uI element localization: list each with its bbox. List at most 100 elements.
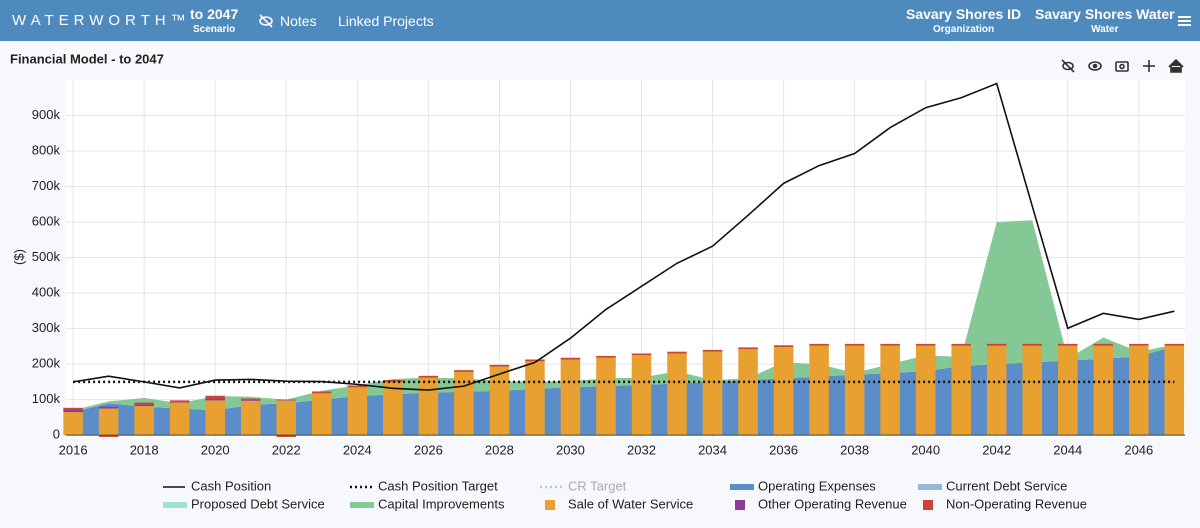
bar [63,412,83,436]
bar [276,400,297,436]
legend-item[interactable]: Cash Position Target [350,478,498,493]
bar [205,395,225,399]
legend-item[interactable]: CR Target [540,478,627,493]
line [72,82,1175,391]
bar [418,375,439,378]
utility-label: Water [1091,24,1119,35]
bar [525,361,545,436]
scenario-label: Scenario [193,24,236,35]
bar [773,347,794,436]
bar [134,404,154,407]
bar [844,345,865,436]
x-tick-label: 2018 [130,442,159,457]
legend-swatch [163,502,187,508]
legend-item[interactable]: Cash Position [163,478,271,493]
legend-swatch [730,484,754,490]
legend-item[interactable]: Current Debt Service [918,478,1067,493]
menu-icon [1178,15,1191,26]
tool-home[interactable] [1168,58,1184,73]
x-tick-label: 2026 [414,442,443,457]
bar [489,366,510,436]
legend-label: Capital Improvements [378,496,505,511]
scenario-name: to 2047 [190,6,239,22]
bar [880,343,900,346]
legend-label: Cash Position [191,478,271,493]
logo[interactable]: WATERWORTH™ [12,0,191,41]
bar [915,345,936,436]
y-tick-label: 200k [32,356,61,371]
bar [773,345,794,348]
bar [98,406,119,409]
legend-item[interactable]: Other Operating Revenue [735,496,907,511]
x-tick-label: 2034 [698,442,727,457]
bar [915,343,936,346]
x-tick-label: 2036 [769,442,798,457]
legend-swatch [545,500,555,510]
bar [560,359,581,436]
menu[interactable] [1178,0,1191,41]
bar [98,408,119,436]
y-tick-label: 100k [32,391,61,406]
legend-label: Non-Operating Revenue [946,496,1087,511]
notes-text: Notes [280,12,317,29]
bar [986,345,1007,436]
legend-label: Proposed Debt Service [191,496,325,511]
legend-item[interactable]: Capital Improvements [350,496,505,511]
x-tick-label: 2020 [201,442,230,457]
bar [702,349,723,352]
bar [1129,343,1149,346]
bar [134,406,154,436]
bar [347,385,368,388]
legend-swatch [350,502,374,508]
y-tick-label: 700k [32,178,61,193]
bar [312,393,332,436]
bar [596,357,616,436]
bar [454,370,474,372]
legend-item[interactable]: Operating Expenses [730,478,876,493]
bar [98,435,119,437]
y-tick-label: 400k [32,285,61,300]
bar [240,399,261,401]
x-tick-label: 2038 [840,442,869,457]
bar [240,400,261,436]
notes[interactable]: Notes [258,0,317,41]
x-tick-label: 2046 [1124,442,1153,457]
bar [169,401,190,403]
legend-swatch [735,500,745,510]
bar [1093,343,1114,346]
bar [596,355,616,358]
tool-hide[interactable] [1061,59,1075,73]
organization[interactable]: Savary Shores ID Organization [906,0,1021,41]
bar [63,409,83,413]
bar [454,371,474,436]
legend-label: Current Debt Service [946,478,1067,493]
legend-item[interactable]: Sale of Water Service [545,496,693,511]
y-tick-label: 800k [32,142,61,157]
bar [738,347,758,350]
legend-item[interactable]: Non-Operating Revenue [923,496,1087,511]
top-bar: WATERWORTH™ to 2047 Scenario Notes Linked… [0,0,1200,41]
toolbar [1061,58,1184,73]
linked-projects[interactable]: Linked Projects [338,0,434,41]
org-name: Savary Shores ID [906,6,1022,22]
tool-view[interactable] [1088,61,1102,71]
scenario[interactable]: to 2047 Scenario [190,0,238,41]
legend-label: Cash Position Target [378,478,498,493]
bar [560,357,581,360]
tool-camera[interactable] [1115,61,1129,72]
bar [169,402,190,436]
bar [1058,343,1078,346]
bar [880,345,900,436]
bar [1022,343,1043,346]
tool-pan[interactable] [1143,60,1155,72]
utility[interactable]: Savary Shores Water Water [1035,0,1175,41]
x-tick-label: 2044 [1053,442,1082,457]
bar [844,343,865,346]
legend-item[interactable]: Proposed Debt Service [163,496,325,511]
y-tick-label: 900k [32,107,61,122]
legend-swatch [918,484,942,490]
bar [276,399,297,401]
x-tick-label: 2030 [556,442,585,457]
bar [1022,345,1043,436]
